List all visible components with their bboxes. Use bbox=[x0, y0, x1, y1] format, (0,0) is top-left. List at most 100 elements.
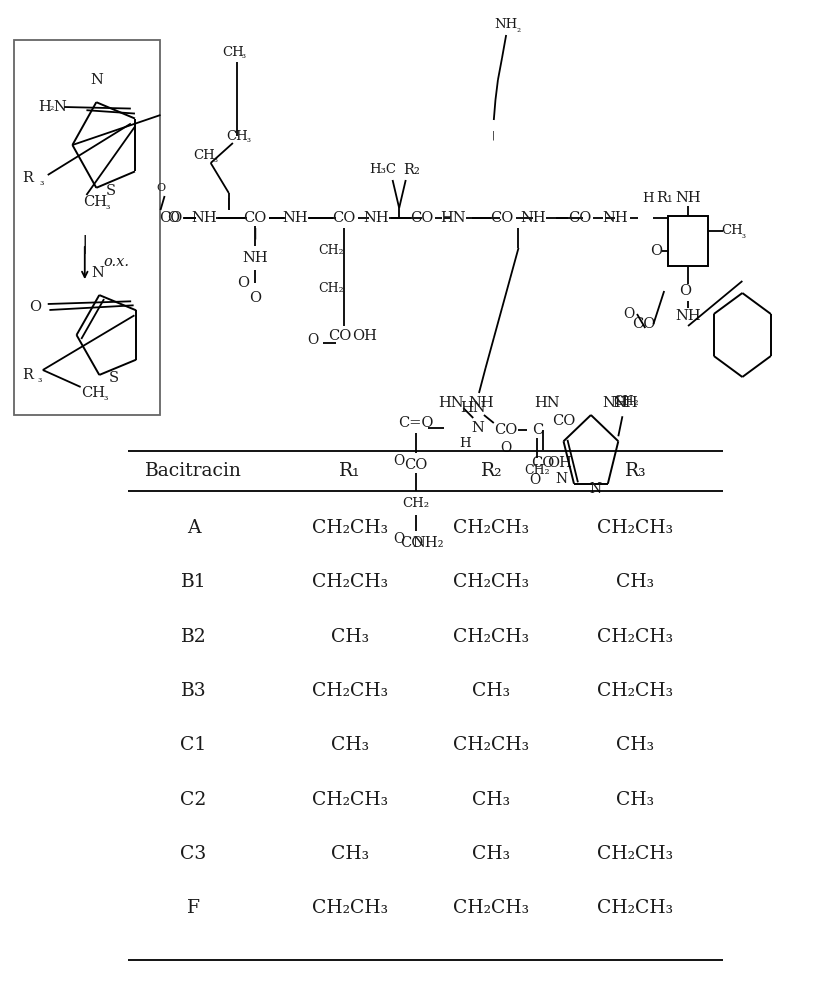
Text: NH: NH bbox=[468, 396, 495, 410]
Text: OH: OH bbox=[352, 329, 377, 343]
Text: CH₂CH₃: CH₂CH₃ bbox=[453, 573, 529, 591]
Text: O: O bbox=[249, 291, 261, 305]
Text: |: | bbox=[81, 234, 88, 253]
Text: CH₃: CH₃ bbox=[331, 628, 369, 646]
Text: CH₃: CH₃ bbox=[472, 845, 510, 863]
Text: CH₂CH₃: CH₂CH₃ bbox=[312, 519, 388, 537]
Text: CH₂: CH₂ bbox=[402, 497, 429, 510]
Text: CO: CO bbox=[532, 456, 555, 470]
Text: CO: CO bbox=[411, 211, 434, 225]
Text: O: O bbox=[680, 284, 691, 298]
Text: C1: C1 bbox=[180, 736, 207, 754]
Text: CH₂CH₃: CH₂CH₃ bbox=[597, 519, 673, 537]
Text: N: N bbox=[471, 421, 484, 435]
Text: CH₂CH₃: CH₂CH₃ bbox=[453, 736, 529, 754]
Text: NH: NH bbox=[281, 211, 308, 225]
Text: N: N bbox=[556, 472, 568, 486]
Text: CH₂CH₃: CH₂CH₃ bbox=[312, 573, 388, 591]
Text: N: N bbox=[91, 266, 104, 280]
Text: NH: NH bbox=[612, 396, 639, 410]
Text: CH₃: CH₃ bbox=[616, 791, 654, 809]
Text: CH₂: CH₂ bbox=[614, 395, 639, 408]
Text: CH: CH bbox=[226, 129, 248, 142]
Text: CH: CH bbox=[81, 386, 105, 400]
Text: CH₂CH₃: CH₂CH₃ bbox=[597, 899, 673, 917]
Text: R₁: R₁ bbox=[657, 191, 673, 205]
Text: O: O bbox=[307, 333, 319, 347]
Text: CH₂CH₃: CH₂CH₃ bbox=[453, 899, 529, 917]
Text: O: O bbox=[156, 183, 165, 193]
Text: NH: NH bbox=[191, 211, 217, 225]
Text: O: O bbox=[30, 300, 41, 314]
Text: o.x.: o.x. bbox=[104, 255, 130, 269]
Text: CO: CO bbox=[552, 414, 575, 428]
Text: CH: CH bbox=[193, 149, 215, 162]
Text: CO: CO bbox=[491, 211, 514, 225]
Text: CO: CO bbox=[569, 211, 592, 225]
Text: O: O bbox=[393, 532, 405, 546]
Text: ₃: ₃ bbox=[214, 155, 217, 164]
Text: ₃: ₃ bbox=[247, 135, 250, 144]
Text: ₃: ₃ bbox=[105, 201, 110, 211]
Text: A: A bbox=[187, 519, 200, 537]
Bar bbox=[668, 216, 708, 266]
Text: ₃: ₃ bbox=[37, 374, 42, 384]
Text: NH: NH bbox=[675, 309, 701, 323]
Text: O: O bbox=[650, 244, 662, 258]
Text: ₃: ₃ bbox=[40, 177, 44, 187]
Text: C: C bbox=[532, 423, 543, 437]
Text: CO: CO bbox=[244, 211, 267, 225]
Text: CH: CH bbox=[222, 45, 244, 58]
Text: F: F bbox=[187, 899, 200, 917]
Text: R: R bbox=[22, 368, 33, 382]
Text: CH: CH bbox=[82, 195, 107, 209]
Text: CH₃: CH₃ bbox=[331, 736, 369, 754]
Text: N: N bbox=[589, 482, 602, 496]
Text: C=O: C=O bbox=[398, 416, 434, 430]
Text: B2: B2 bbox=[180, 628, 207, 646]
Text: H: H bbox=[643, 192, 654, 205]
Text: NH: NH bbox=[495, 18, 518, 31]
Text: CH₃: CH₃ bbox=[331, 845, 369, 863]
Text: N: N bbox=[90, 73, 103, 87]
Text: Bacitracin: Bacitracin bbox=[145, 462, 242, 481]
Text: CO: CO bbox=[400, 536, 423, 550]
Text: CH₂CH₃: CH₂CH₃ bbox=[597, 628, 673, 646]
Text: O: O bbox=[393, 454, 405, 468]
Text: R₁: R₁ bbox=[339, 462, 360, 481]
Text: NH: NH bbox=[242, 251, 268, 265]
Text: CH₂CH₃: CH₂CH₃ bbox=[453, 519, 529, 537]
Text: CO: CO bbox=[328, 329, 351, 343]
Text: O: O bbox=[623, 307, 635, 321]
Text: NH: NH bbox=[675, 191, 701, 205]
Text: NH: NH bbox=[363, 211, 389, 225]
Text: S: S bbox=[109, 371, 119, 385]
Text: ₃: ₃ bbox=[104, 392, 109, 402]
Text: H₃C: H₃C bbox=[370, 163, 396, 176]
Text: CH₂: CH₂ bbox=[524, 464, 551, 477]
Text: R₃: R₃ bbox=[625, 462, 646, 481]
Text: O: O bbox=[500, 441, 512, 455]
Text: O: O bbox=[529, 473, 541, 487]
Text: C2: C2 bbox=[180, 791, 207, 809]
Text: NH₂: NH₂ bbox=[412, 536, 444, 550]
Text: CH₂: CH₂ bbox=[319, 243, 344, 256]
Text: CH₂CH₃: CH₂CH₃ bbox=[312, 791, 388, 809]
Text: H: H bbox=[38, 100, 51, 114]
Text: C3: C3 bbox=[180, 845, 207, 863]
Text: R: R bbox=[22, 171, 33, 185]
Text: CH₃: CH₃ bbox=[616, 736, 654, 754]
Text: CO: CO bbox=[495, 423, 518, 437]
Text: N: N bbox=[53, 100, 67, 114]
Text: CH₃: CH₃ bbox=[472, 682, 510, 700]
Text: S: S bbox=[106, 184, 116, 198]
Text: B3: B3 bbox=[180, 682, 207, 700]
Text: |: | bbox=[227, 197, 230, 209]
Text: NH: NH bbox=[602, 211, 629, 225]
Text: CH₂CH₃: CH₂CH₃ bbox=[597, 845, 673, 863]
Text: |: | bbox=[253, 227, 257, 239]
Text: ₃: ₃ bbox=[242, 51, 245, 60]
Bar bbox=[14, 40, 160, 415]
Text: CO: CO bbox=[332, 211, 356, 225]
Text: ₂: ₂ bbox=[516, 24, 521, 33]
